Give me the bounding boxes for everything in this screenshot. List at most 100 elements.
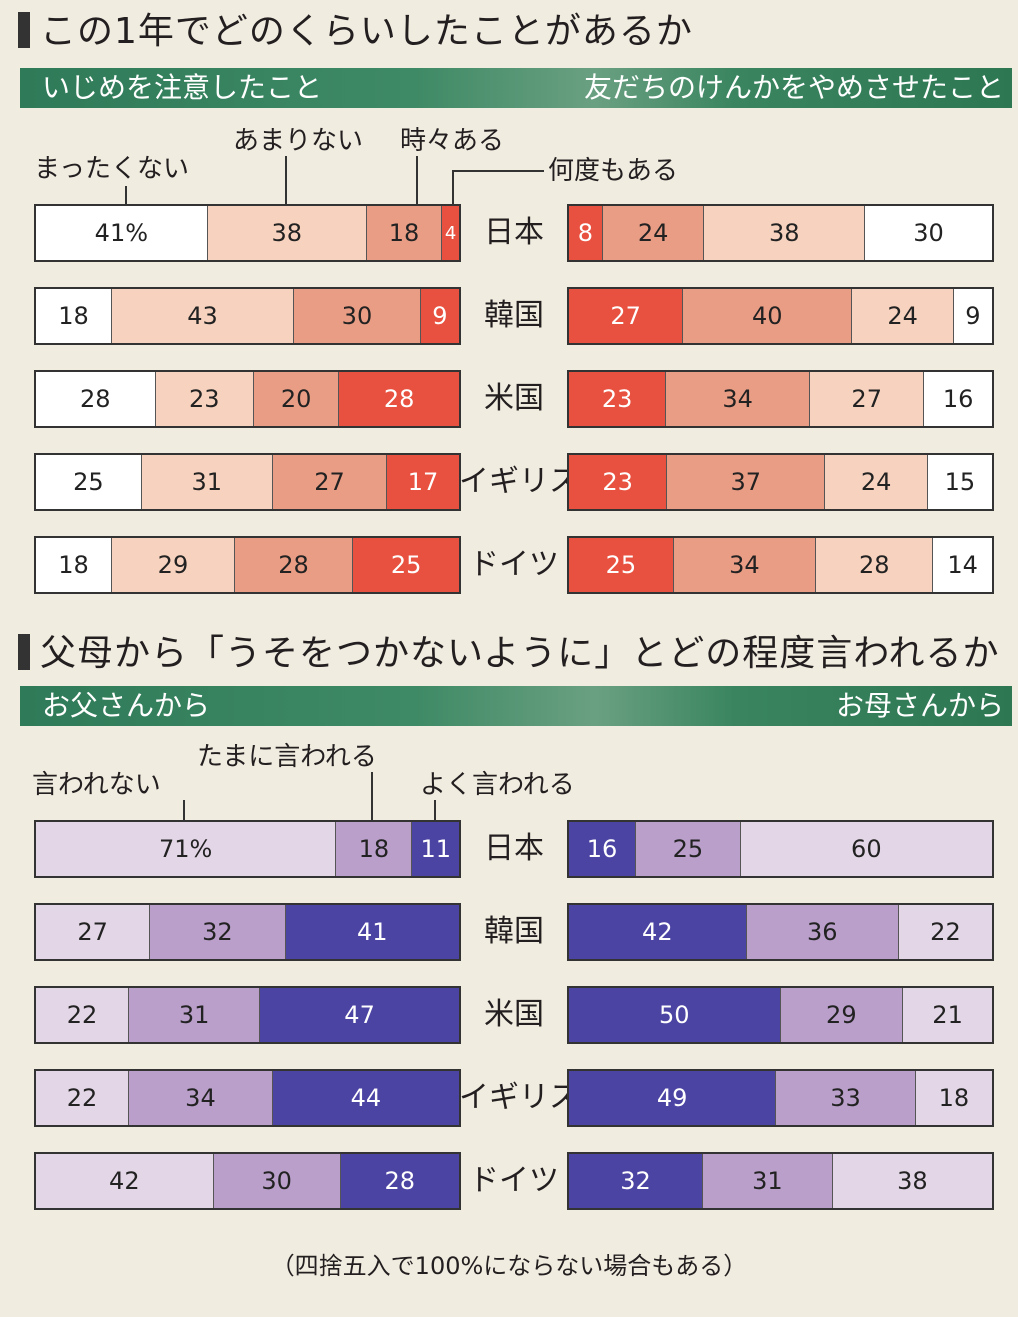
country-label: ドイツ [469,1163,559,1198]
stacked-bar-left: 25 31 27 17 [34,453,461,511]
stacked-bar-left: 42 30 28 [34,1152,461,1210]
bar-segment: 28 [339,372,459,426]
bar-segment: 11 [412,822,459,876]
bar-segment: 23 [569,372,667,426]
stacked-bar-left: 28 23 20 28 [34,370,461,428]
leader-line [452,170,454,206]
bar-segment: 50 [569,988,781,1042]
bar-segment: 27 [36,905,151,959]
stacked-bar-left: 71% 18 11 [34,820,461,878]
bar-segment: 32 [150,905,286,959]
bar-segment: 32 [569,1154,704,1208]
bar-segment: 60 [740,822,992,876]
leader-line [434,800,436,820]
stacked-bar-right: 25 34 28 14 [567,536,994,594]
bar-segment: 49 [569,1071,777,1125]
stacked-bar-right: 32 31 38 [567,1152,994,1210]
bar-segment: 25 [36,455,142,509]
stacked-bar-right: 49 33 18 [567,1069,994,1127]
country-label: 韓国 [484,914,544,949]
category-label-often: 何度もある [548,156,679,186]
leader-line [452,170,544,172]
bar-segment: 34 [666,372,811,426]
bar-segment: 9 [420,289,459,343]
bar-segment: 22 [36,1071,130,1125]
stacked-bar-right: 23 34 27 16 [567,370,994,428]
category-label-sometimes: 時々ある [400,126,505,156]
bar-segment: 18 [36,289,113,343]
bar-segment: 43 [112,289,294,343]
bar-segment: 42 [36,1154,214,1208]
bar-segment: 23 [155,372,254,426]
section1-title: この1年でどのくらいしたことがあるか [18,8,693,56]
bar-segment: 38 [832,1154,992,1208]
stacked-bar-left: 27 32 41 [34,903,461,961]
stacked-bar-left: 22 34 44 [34,1069,461,1127]
category-label-none: まったくない [34,154,189,184]
section1-left-header: いじめを注意したこと [42,71,323,104]
country-label: ドイツ [469,547,559,582]
stacked-bar-right: 42 36 22 [567,903,994,961]
bar-segment: 28 [36,372,156,426]
bar-segment: 24 [852,289,954,343]
bar-segment: 16 [924,372,992,426]
bar-segment: 18 [915,1071,992,1125]
bar-segment: 9 [953,289,992,343]
bar-segment: 37 [667,455,826,509]
country-label: イギリス [459,1080,579,1115]
stacked-bar-right: 23 37 24 15 [567,453,994,511]
country-label: 日本 [484,831,544,866]
section2-left-header: お父さんから [42,689,211,722]
category-label-sometimes-told: たまに言われる [197,742,377,772]
section1-title-text: この1年でどのくらいしたことがあるか [40,11,693,52]
bar-segment: 25 [569,538,674,592]
leader-line [416,156,418,206]
bar-segment: 27 [810,372,925,426]
bar-segment: 40 [683,289,853,343]
bar-segment: 24 [825,455,928,509]
category-label-often-told: よく言われる [420,770,575,800]
bar-segment: 25 [353,538,459,592]
category-label-not-told: 言われない [32,770,161,800]
leader-line [285,156,287,206]
stacked-bar-left: 22 31 47 [34,986,461,1044]
bar-segment: 29 [112,538,235,592]
bar-segment: 38 [704,206,866,260]
bar-segment: 28 [234,538,354,592]
bar-segment: 8 [569,206,603,260]
bar-segment: 44 [272,1071,459,1125]
bar-segment: 31 [703,1154,833,1208]
section2-title-text: 父母から「うそをつかないように」とどの程度言われるか [40,633,1000,674]
bar-segment: 18 [366,206,443,260]
stacked-bar-left: 41% 38 18 4 [34,204,461,262]
stacked-bar-right: 8 24 38 30 [567,204,994,262]
bar-segment: 34 [673,538,817,592]
bar-segment: 27 [272,455,388,509]
bar-segment: 18 [36,538,113,592]
section2-title: 父母から「うそをつかないように」とどの程度言われるか [18,630,999,678]
bar-segment: 23 [569,455,668,509]
stacked-bar-left: 18 29 28 25 [34,536,461,594]
bar-segment: 36 [746,905,899,959]
bar-segment: 17 [387,455,459,509]
bar-segment: 25 [636,822,741,876]
bar-segment: 71% [36,822,337,876]
section1-right-header: 友だちのけんかをやめさせたこと [583,71,1004,104]
rounding-note: （四捨五入で100%にならない場合もある） [270,1252,748,1280]
bar-segment: 4 [442,206,459,260]
title-marker-icon [18,634,30,670]
section2-right-header: お母さんから [835,689,1004,722]
bar-segment: 47 [260,988,459,1042]
stacked-bar-right: 16 25 60 [567,820,994,878]
leader-line [183,800,185,820]
bar-segment: 22 [36,988,130,1042]
leader-line [125,186,127,206]
bar-segment: 29 [780,988,904,1042]
bar-segment: 42 [569,905,747,959]
stacked-bar-left: 18 43 30 9 [34,287,461,345]
leader-line [371,772,373,820]
bar-segment: 15 [927,455,992,509]
stacked-bar-right: 50 29 21 [567,986,994,1044]
bar-segment: 28 [816,538,934,592]
bar-segment: 41 [285,905,459,959]
